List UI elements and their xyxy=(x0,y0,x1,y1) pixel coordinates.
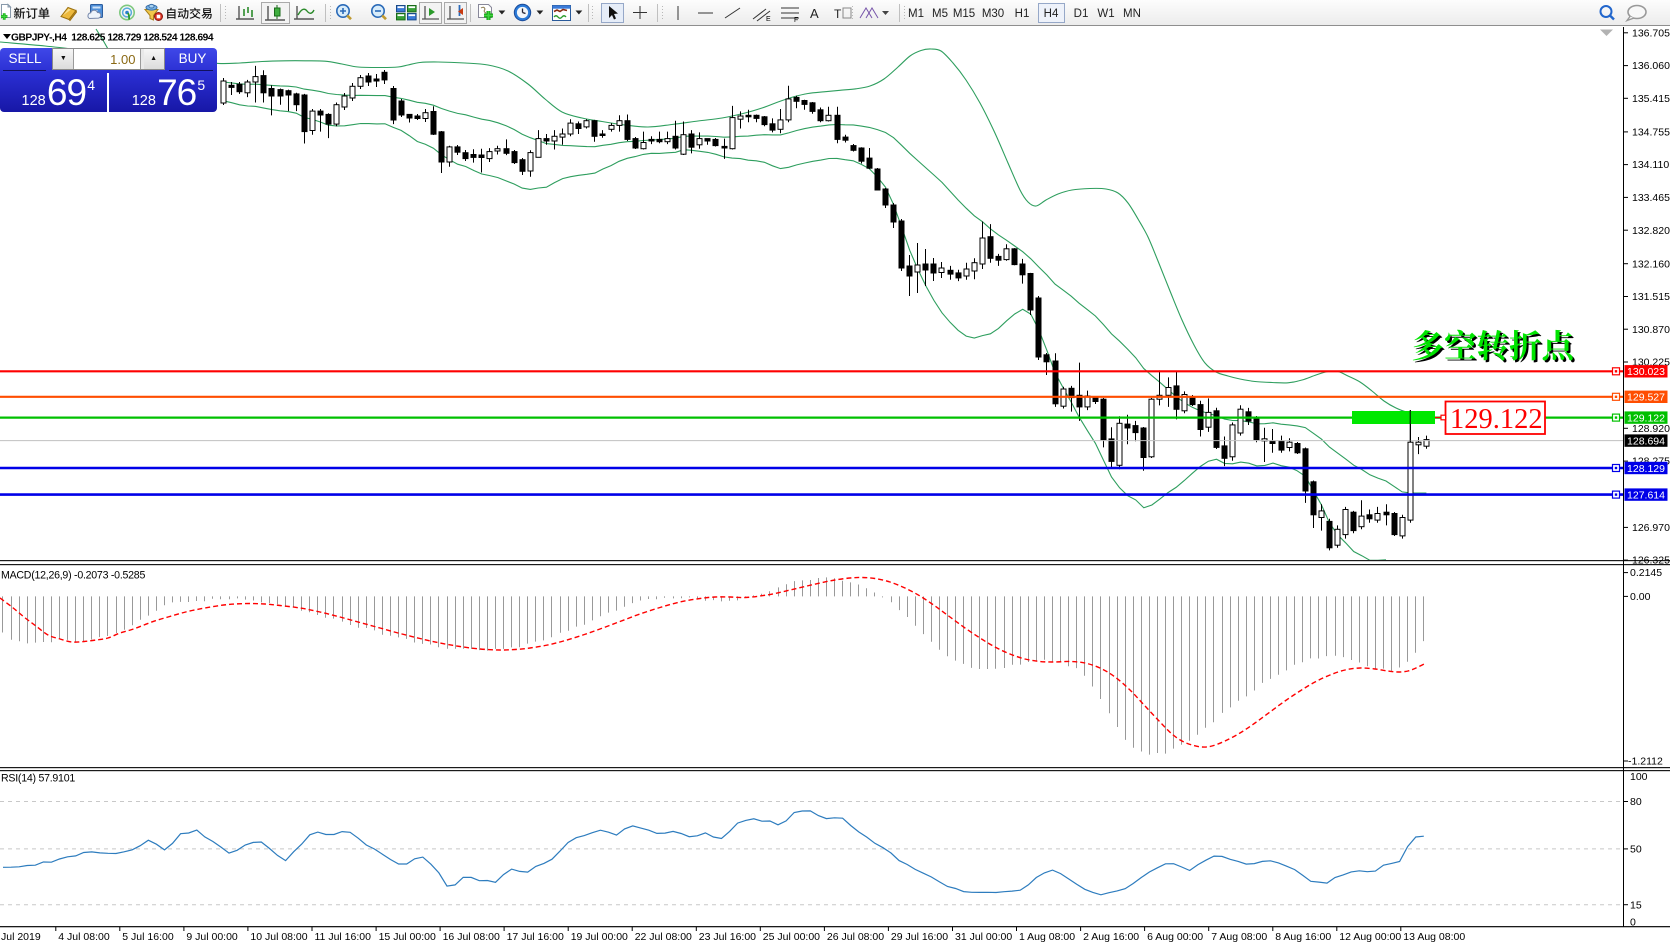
svg-text:50: 50 xyxy=(1630,844,1642,856)
svg-text:100: 100 xyxy=(1630,771,1648,783)
svg-text:31 Jul 00:00: 31 Jul 00:00 xyxy=(955,931,1012,943)
svg-text:131.515: 131.515 xyxy=(1632,291,1670,303)
svg-text:M30: M30 xyxy=(982,8,1004,20)
svg-text:128.129: 128.129 xyxy=(1627,463,1665,475)
svg-text:136.060: 136.060 xyxy=(1632,60,1670,72)
svg-text:2 Aug 16:00: 2 Aug 16:00 xyxy=(1083,931,1139,943)
svg-text:26 Jul 08:00: 26 Jul 08:00 xyxy=(827,931,884,943)
svg-text:129.122: 129.122 xyxy=(1627,412,1665,424)
svg-text:129.527: 129.527 xyxy=(1627,392,1665,404)
svg-text:5 Jul 16:00: 5 Jul 16:00 xyxy=(122,931,174,943)
svg-text:136.705: 136.705 xyxy=(1632,27,1670,39)
svg-text:12 Aug 00:00: 12 Aug 00:00 xyxy=(1339,931,1401,943)
svg-text:MACD(12,26,9) -0.2073 -0.5285: MACD(12,26,9) -0.2073 -0.5285 xyxy=(1,570,145,582)
svg-text:H1: H1 xyxy=(1015,8,1030,20)
svg-text:F: F xyxy=(794,17,798,24)
svg-text:134.755: 134.755 xyxy=(1632,127,1670,139)
svg-text:19 Jul 00:00: 19 Jul 00:00 xyxy=(571,931,628,943)
svg-text:13 Aug 08:00: 13 Aug 08:00 xyxy=(1403,931,1465,943)
svg-text:9 Jul 00:00: 9 Jul 00:00 xyxy=(186,931,238,943)
svg-text:133.465: 133.465 xyxy=(1632,192,1670,204)
svg-text:GBPJPY-,H4 128.625 128.729 12: GBPJPY-,H4 128.625 128.729 128.524 128.6… xyxy=(11,33,214,44)
svg-text:A: A xyxy=(810,6,819,21)
svg-text:D1: D1 xyxy=(1074,8,1089,20)
svg-text:23 Jul 16:00: 23 Jul 16:00 xyxy=(699,931,756,943)
svg-text:127.614: 127.614 xyxy=(1627,489,1665,501)
svg-text:10 Jul 08:00: 10 Jul 08:00 xyxy=(250,931,307,943)
svg-text:15 Jul 00:00: 15 Jul 00:00 xyxy=(379,931,436,943)
svg-text:29 Jul 16:00: 29 Jul 16:00 xyxy=(891,931,948,943)
svg-text:MN: MN xyxy=(1123,8,1141,20)
svg-text:11 Jul 16:00: 11 Jul 16:00 xyxy=(315,931,372,943)
svg-text:134.110: 134.110 xyxy=(1632,159,1669,171)
svg-text:T: T xyxy=(834,7,842,21)
svg-text:RSI(14) 57.9101: RSI(14) 57.9101 xyxy=(1,773,75,785)
svg-text:4 Jul 08:00: 4 Jul 08:00 xyxy=(58,931,110,943)
svg-text:8 Aug 16:00: 8 Aug 16:00 xyxy=(1275,931,1331,943)
svg-text:-1.2112: -1.2112 xyxy=(1628,756,1663,768)
svg-text:6 Aug 00:00: 6 Aug 00:00 xyxy=(1147,931,1203,943)
svg-text:25 Jul 00:00: 25 Jul 00:00 xyxy=(763,931,820,943)
svg-text:M1: M1 xyxy=(908,8,924,20)
svg-text:130.870: 130.870 xyxy=(1632,324,1670,336)
svg-text:126.970: 126.970 xyxy=(1632,522,1670,534)
svg-text:129.122: 129.122 xyxy=(1450,404,1543,435)
svg-text:15: 15 xyxy=(1630,899,1642,911)
svg-text:1 Aug 08:00: 1 Aug 08:00 xyxy=(1019,931,1075,943)
svg-text:22 Jul 08:00: 22 Jul 08:00 xyxy=(635,931,692,943)
svg-text:135.415: 135.415 xyxy=(1632,93,1670,105)
svg-text:128.694: 128.694 xyxy=(1627,435,1665,447)
svg-text:M5: M5 xyxy=(932,8,948,20)
svg-text:132.160: 132.160 xyxy=(1632,258,1670,270)
svg-text:0: 0 xyxy=(1630,917,1636,929)
svg-text:E: E xyxy=(766,16,771,23)
svg-text:H4: H4 xyxy=(1044,8,1059,20)
svg-text:80: 80 xyxy=(1630,796,1642,808)
svg-text:0.00: 0.00 xyxy=(1630,591,1651,603)
svg-text:128.920: 128.920 xyxy=(1632,423,1670,435)
svg-text:M15: M15 xyxy=(953,8,975,20)
svg-text:16 Jul 08:00: 16 Jul 08:00 xyxy=(443,931,500,943)
svg-text:0.2145: 0.2145 xyxy=(1630,567,1662,579)
svg-text:132.820: 132.820 xyxy=(1632,225,1670,237)
svg-text:130.023: 130.023 xyxy=(1627,366,1665,378)
svg-text:Jul 2019: Jul 2019 xyxy=(1,931,41,943)
svg-text:17 Jul 16:00: 17 Jul 16:00 xyxy=(507,931,564,943)
svg-text:W1: W1 xyxy=(1097,8,1114,20)
svg-text:7 Aug 08:00: 7 Aug 08:00 xyxy=(1211,931,1267,943)
svg-text:126.325: 126.325 xyxy=(1632,555,1670,567)
